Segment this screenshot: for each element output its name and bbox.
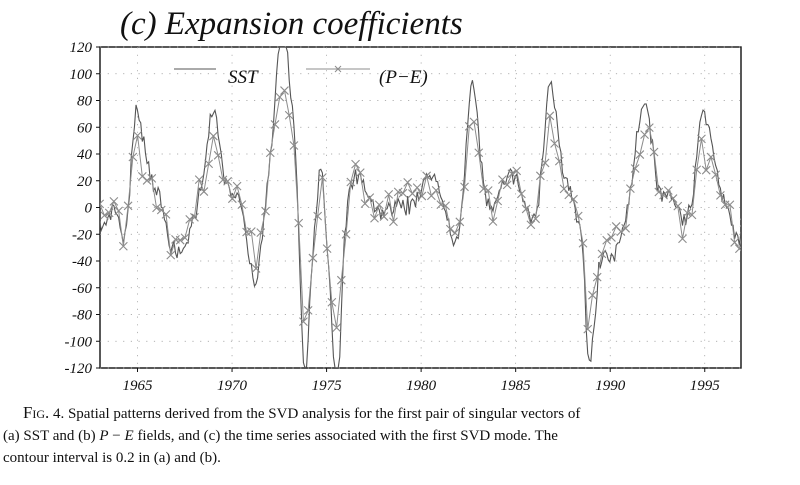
svg-text:1975: 1975 — [312, 378, 343, 394]
svg-text:-100: -100 — [65, 334, 93, 350]
svg-text:100: 100 — [70, 67, 93, 83]
svg-text:-20: -20 — [72, 227, 92, 243]
svg-text:0: 0 — [85, 201, 93, 217]
svg-text:40: 40 — [77, 147, 93, 163]
svg-text:1995: 1995 — [690, 378, 721, 394]
svg-text:1980: 1980 — [406, 378, 437, 394]
svg-text:20: 20 — [77, 174, 93, 190]
svg-text:-80: -80 — [72, 308, 92, 324]
svg-text:1965: 1965 — [123, 378, 154, 394]
svg-text:-120: -120 — [65, 361, 93, 377]
svg-text:60: 60 — [77, 120, 93, 136]
svg-text:120: 120 — [70, 40, 93, 56]
svg-text:1990: 1990 — [595, 378, 626, 394]
svg-text:-60: -60 — [72, 281, 92, 297]
svg-text:SST: SST — [228, 67, 259, 88]
svg-text:80: 80 — [77, 94, 93, 110]
svg-text:1970: 1970 — [217, 378, 248, 394]
svg-text:-40: -40 — [72, 254, 92, 270]
svg-text:1985: 1985 — [501, 378, 532, 394]
svg-text:(P−E): (P−E) — [379, 67, 428, 88]
